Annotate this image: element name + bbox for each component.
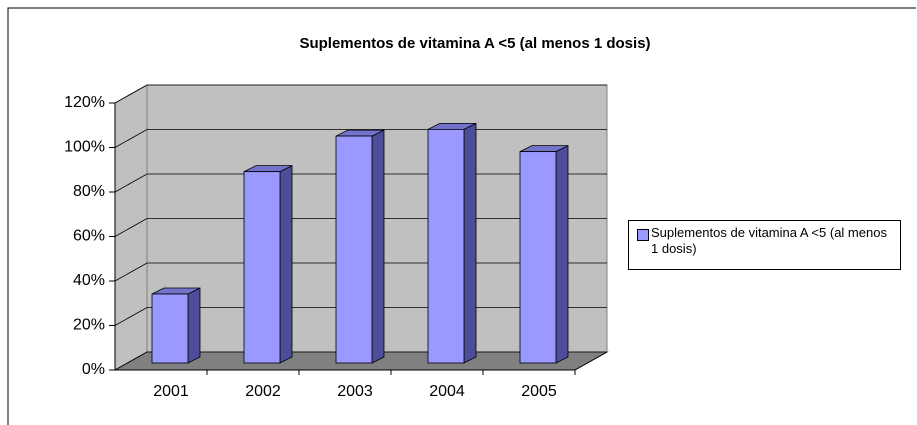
chart-title: Suplementos de vitamina A <5 (al menos 1… <box>299 35 650 52</box>
y-tick-label: 20% <box>73 317 105 334</box>
y-tick-label: 100% <box>64 139 105 156</box>
x-tick-label: 2002 <box>245 383 281 400</box>
x-tick-label: 2003 <box>337 383 373 400</box>
legend-swatch <box>637 229 649 241</box>
bar <box>335 135 373 364</box>
bar <box>243 171 281 364</box>
x-tick-label: 2001 <box>153 383 189 400</box>
y-tick-label: 40% <box>73 272 105 289</box>
bar <box>427 128 465 364</box>
bar <box>151 293 189 364</box>
legend-label: Suplementos de vitamina A <5 (al menos 1… <box>651 225 887 256</box>
x-axis-depth <box>574 351 608 371</box>
bar-side <box>371 129 385 364</box>
bar-side <box>463 122 477 364</box>
x-tick-label: 2004 <box>429 383 465 400</box>
y-tick-label: 60% <box>73 228 105 245</box>
y-tick-label: 120% <box>64 94 105 111</box>
bar-side <box>279 165 293 364</box>
y-tick-label: 0% <box>82 361 105 378</box>
y-tick-label: 80% <box>73 183 105 200</box>
frame <box>7 7 916 425</box>
grid-line <box>114 84 607 104</box>
x-tick-label: 2005 <box>521 383 557 400</box>
bar-side <box>187 287 201 364</box>
bar <box>519 151 557 364</box>
bar-side <box>555 144 569 364</box>
legend: Suplementos de vitamina A <5 (al menos 1… <box>628 220 901 270</box>
